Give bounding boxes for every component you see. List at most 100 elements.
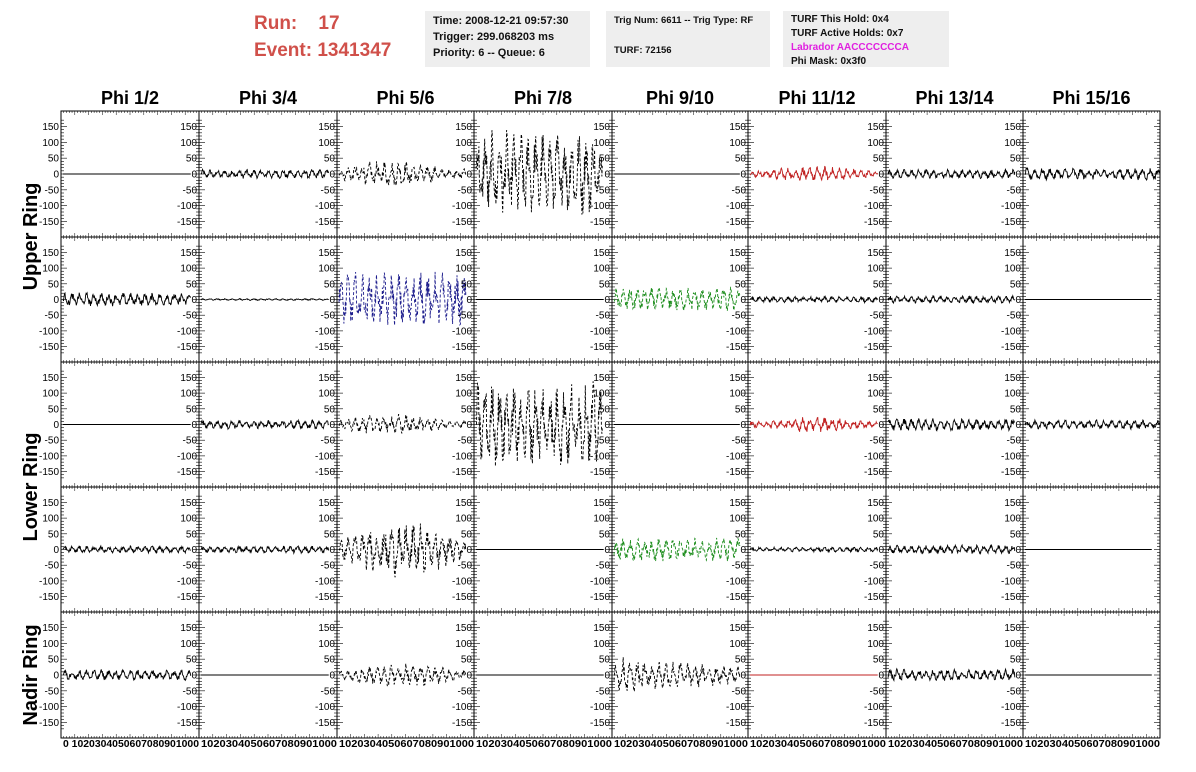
y-tick-label: 100 [180,389,197,400]
waveform-trace [338,161,467,186]
y-tick-label: 0 [329,420,335,431]
y-tick-label: -100 [864,201,884,212]
y-tick-label: -150 [864,342,884,353]
y-tick-label: 50 [461,154,473,165]
y-tick-label: 150 [593,122,610,133]
y-tick-label: -100 [590,326,610,337]
y-tick-label: 100 [593,389,610,400]
y-tick-label: -50 [732,311,747,322]
y-tick-label: 100 [867,389,884,400]
y-tick-label: 150 [180,498,197,509]
y-tick-label: -150 [726,342,746,353]
y-tick-label: 100 [318,138,335,149]
y-tick-label: -100 [452,576,472,587]
y-tick-label: 150 [318,122,335,133]
y-tick-label: -100 [39,201,59,212]
waveform-trace [338,271,467,327]
y-tick-label: -150 [39,467,59,478]
y-tick-label: 0 [329,170,335,181]
y-tick-label: 50 [324,154,336,165]
y-tick-label: 50 [324,529,336,540]
y-tick-label: -150 [1001,467,1021,478]
trig-num-text: Trig Num: 6611 -- Trig Type: RF [614,15,754,26]
y-tick-label: -100 [177,451,197,462]
y-tick-label: 150 [180,122,197,133]
y-tick-label: -100 [1001,451,1021,462]
y-tick-label: -100 [726,326,746,337]
y-tick-label: -100 [590,201,610,212]
y-tick-label: -50 [596,185,611,196]
y-tick-label: 100 [1004,389,1021,400]
y-tick-label: -150 [177,342,197,353]
waveform-trace [887,294,1016,305]
waveform-trace [613,285,741,312]
y-tick-label: 0 [1015,170,1021,181]
y-tick-label: 50 [735,279,747,290]
y-tick-label: 0 [604,295,610,306]
y-tick-label: -50 [183,436,198,447]
y-tick-label: -150 [39,342,59,353]
y-tick-label: 100 [729,138,746,149]
y-tick-label: 100 [42,138,59,149]
y-tick-label: 0 [191,295,197,306]
y-tick-label: 50 [186,279,198,290]
y-tick-label: 100 [42,264,59,275]
y-tick-label: -100 [315,201,335,212]
y-tick-label: 150 [1004,122,1021,133]
y-tick-label: 150 [318,498,335,509]
y-tick-label: 50 [48,154,60,165]
y-tick-label: -100 [726,451,746,462]
y-tick-label: 50 [324,279,336,290]
y-tick-label: 0 [329,545,335,556]
y-tick-label: -150 [726,217,746,228]
y-tick-label: 100 [867,264,884,275]
y-tick-label: 100 [318,389,335,400]
y-tick-label: -150 [590,467,610,478]
y-tick-label: 0 [466,295,472,306]
y-tick-label: 50 [461,279,473,290]
y-tick-label: -50 [183,561,198,572]
y-tick-label: 50 [48,279,60,290]
waveform-trace [887,167,1016,180]
ring-label: Lower Ring [20,433,42,542]
y-tick-label: -150 [452,467,472,478]
y-tick-label: 150 [42,498,59,509]
y-tick-label: 100 [593,138,610,149]
y-tick-label: 150 [455,248,472,259]
y-tick-label: 0 [191,420,197,431]
y-tick-label: -50 [45,311,60,322]
y-tick-label: 0 [1015,295,1021,306]
y-tick-label: 50 [461,529,473,540]
y-tick-label: 0 [740,420,746,431]
y-tick-label: 50 [599,279,611,290]
y-tick-label: -50 [1007,185,1022,196]
y-tick-label: 0 [878,295,884,306]
y-tick-label: -150 [177,467,197,478]
y-tick-label: -50 [732,436,747,447]
y-tick-label: -150 [452,592,472,603]
turf-text: TURF: 72156 [614,45,672,56]
turf-active-text: TURF Active Holds: 0x7 [791,28,904,39]
y-tick-label: 50 [1010,279,1022,290]
y-tick-label: -150 [315,342,335,353]
waveform-trace [200,297,329,302]
y-tick-label: -100 [315,576,335,587]
y-tick-label: -100 [452,451,472,462]
y-tick-label: -100 [177,576,197,587]
y-tick-label: -150 [177,592,197,603]
y-tick-label: 150 [455,373,472,384]
y-tick-label: 150 [42,122,59,133]
waveform-trace [887,417,1016,432]
column-title: Phi 9/10 [646,88,714,108]
column-title: Phi 11/12 [778,88,855,108]
y-tick-label: 0 [604,420,610,431]
y-tick-label: 50 [186,154,198,165]
waveform-trace [1024,167,1161,182]
y-tick-label: -100 [452,201,472,212]
y-tick-label: -50 [45,436,60,447]
waveform-trace [338,414,467,435]
y-tick-label: 0 [878,170,884,181]
y-tick-label: 150 [180,373,197,384]
y-tick-label: 50 [186,529,198,540]
